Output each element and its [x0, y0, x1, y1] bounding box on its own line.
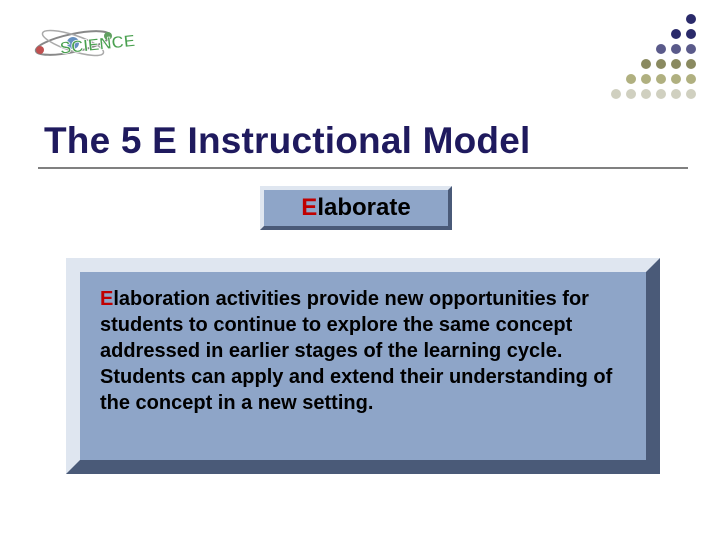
subtitle-first-letter: E: [301, 194, 317, 221]
body-box: Elaboration activities provide new oppor…: [66, 258, 660, 474]
body-text: Elaboration activities provide new oppor…: [100, 286, 626, 416]
corner-dot-grid: [611, 14, 698, 101]
subtitle-rest: laborate: [317, 194, 410, 221]
title-underline: [38, 167, 688, 169]
body-first-letter: E: [100, 288, 113, 310]
science-logo: SCIENCE: [28, 18, 158, 68]
subtitle-box: Elaborate: [260, 186, 452, 230]
body-rest: laboration activities provide new opport…: [100, 288, 612, 414]
subtitle-text: Elaborate: [301, 194, 410, 222]
page-title: The 5 E Instructional Model: [44, 120, 530, 162]
